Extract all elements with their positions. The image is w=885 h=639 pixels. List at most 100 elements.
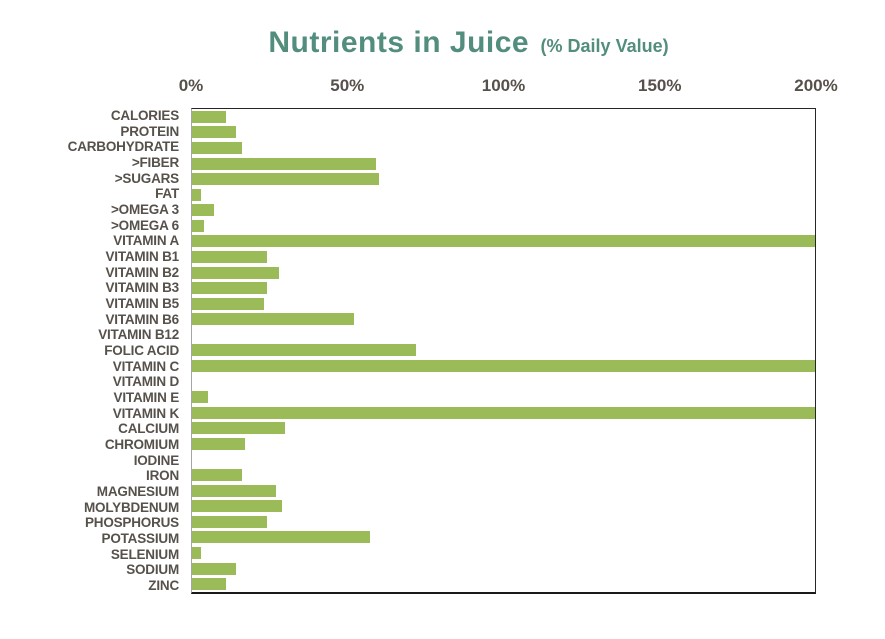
- bar-row: [192, 313, 815, 326]
- bar: [192, 173, 379, 186]
- bar: [192, 406, 815, 419]
- bar-row: [192, 250, 815, 263]
- category-label: >FIBER: [131, 154, 179, 170]
- bar-row: [192, 515, 815, 528]
- bar: [192, 422, 286, 435]
- bar-row: [192, 157, 815, 170]
- category-label: VITAMIN B5: [105, 295, 179, 311]
- category-label: >OMEGA 6: [110, 217, 179, 233]
- bar-row: [192, 141, 815, 154]
- bar: [192, 282, 267, 295]
- category-label: FOLIC ACID: [104, 342, 179, 358]
- category-label: VITAMIN D: [112, 374, 179, 390]
- bar: [192, 515, 267, 528]
- chart-title-main: Nutrients in Juice: [268, 26, 530, 59]
- category-label: ZINC: [148, 577, 179, 593]
- category-label: VITAMIN B1: [105, 248, 179, 264]
- category-label: VITAMIN E: [113, 389, 180, 405]
- category-label: VITAMIN K: [112, 405, 179, 421]
- category-label: VITAMIN B12: [98, 327, 179, 343]
- chart-title-suffix: (% Daily Value): [540, 36, 669, 56]
- bar: [192, 469, 242, 482]
- x-axis-tick: 200%: [794, 76, 838, 95]
- bar-row: [192, 360, 815, 373]
- category-label: MAGNESIUM: [96, 483, 179, 499]
- bar-row: [192, 531, 815, 544]
- bar: [192, 266, 280, 279]
- bar: [192, 250, 267, 263]
- bar: [192, 437, 245, 450]
- x-axis-tick: 0%: [178, 76, 204, 95]
- bar: [192, 297, 264, 310]
- bar-row: [192, 422, 815, 435]
- category-label: SELENIUM: [110, 546, 179, 562]
- bar-row: [192, 204, 815, 217]
- bar: [192, 313, 354, 326]
- category-label: >OMEGA 3: [110, 201, 179, 217]
- bar-row: [192, 437, 815, 450]
- bar: [192, 219, 205, 232]
- bar-row: [192, 173, 815, 186]
- bar-row: [192, 219, 815, 232]
- category-label: SODIUM: [126, 562, 179, 578]
- bar: [192, 391, 208, 404]
- bar-row: [192, 500, 815, 513]
- chart-title: Nutrients in Juice (% Daily Value): [26, 26, 885, 60]
- bar: [192, 157, 376, 170]
- bar-row: [192, 484, 815, 497]
- bar: [192, 235, 815, 248]
- category-label: >SUGARS: [114, 170, 179, 186]
- bar-row: [192, 126, 815, 139]
- x-axis-tick-labels: 0% 50% 100% 150% 200%: [179, 76, 838, 98]
- category-label: CHROMIUM: [104, 436, 179, 452]
- bar-row: [192, 329, 815, 341]
- bar: [192, 126, 236, 139]
- x-axis-tick: 150%: [638, 76, 682, 95]
- bar: [192, 531, 370, 544]
- bar: [192, 546, 202, 559]
- category-labels: CALORIES PROTEIN CARBOHYDRATE >FIBER >SUGARS…: [0, 108, 185, 594]
- bar: [192, 204, 214, 217]
- bar-row: [192, 546, 815, 559]
- bar: [192, 188, 202, 201]
- bar-row: [192, 562, 815, 575]
- bar: [192, 110, 227, 123]
- category-label: PROTEIN: [120, 123, 179, 139]
- bar-row: [192, 406, 815, 419]
- bar-row: [192, 391, 815, 404]
- category-label: IODINE: [133, 452, 180, 468]
- category-label: VITAMIN B3: [105, 280, 179, 296]
- category-label: FAT: [155, 186, 179, 202]
- bar-row: [192, 266, 815, 279]
- category-label: CARBOHYDRATE: [67, 139, 180, 155]
- plot-area: [191, 108, 816, 594]
- bar: [192, 141, 242, 154]
- category-label: CALCIUM: [118, 421, 179, 437]
- bar-row: [192, 469, 815, 482]
- bar-row: [192, 454, 815, 466]
- category-label: VITAMIN A: [113, 233, 179, 249]
- bar-row: [192, 344, 815, 357]
- category-label: VITAMIN B2: [105, 264, 179, 280]
- bar-row: [192, 297, 815, 310]
- x-axis-tick: 50%: [330, 76, 365, 95]
- category-label: POTASSIUM: [101, 530, 180, 546]
- bar: [192, 344, 417, 357]
- category-label: IRON: [146, 468, 179, 484]
- bar: [192, 484, 277, 497]
- bar: [192, 360, 815, 373]
- bar: [192, 578, 227, 591]
- category-label: VITAMIN C: [112, 358, 179, 374]
- bar-row: [192, 110, 815, 123]
- category-label: PHOSPHORUS: [84, 515, 179, 531]
- bar: [192, 500, 283, 513]
- x-axis-tick: 100%: [481, 76, 526, 95]
- category-label: MOLYBDENUM: [83, 499, 179, 515]
- bar-row: [192, 188, 815, 201]
- bar-row: [192, 235, 815, 248]
- bar-row: [192, 578, 815, 591]
- category-label: CALORIES: [110, 107, 179, 123]
- bar-row: [192, 376, 815, 388]
- category-label: VITAMIN B6: [105, 311, 179, 327]
